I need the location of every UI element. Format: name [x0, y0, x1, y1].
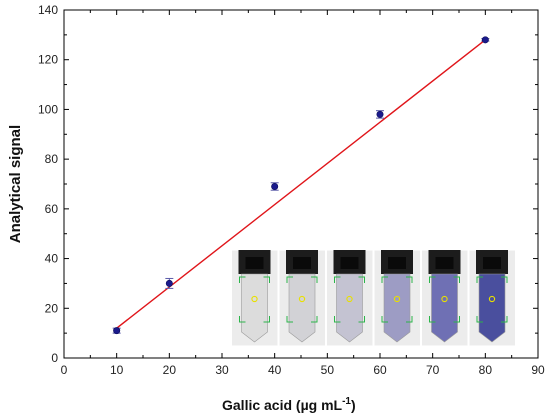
roi-corner — [311, 276, 318, 283]
roi-corner — [381, 276, 388, 283]
data-point — [270, 182, 279, 191]
tube-cap-inner — [340, 257, 359, 269]
roi-corner — [286, 276, 293, 283]
tube-body — [383, 273, 411, 343]
roi-corner — [263, 316, 270, 323]
data-point — [112, 327, 121, 335]
x-tick-label: 70 — [426, 363, 440, 377]
x-axis: 0 10 20 30 40 50 60 70 80 90 — [61, 10, 545, 377]
point-marker — [271, 182, 279, 190]
tube-panel — [468, 249, 516, 347]
roi-corner — [501, 316, 508, 323]
roi-circle — [346, 295, 353, 303]
data-series — [112, 36, 490, 335]
tube-cap-inner — [388, 257, 406, 269]
roi-corner — [406, 316, 413, 323]
roi-corner — [358, 276, 365, 283]
y-tick-label: 40 — [45, 252, 59, 266]
tube-cap-inner — [435, 257, 454, 269]
roi-corner — [286, 316, 293, 323]
roi-corner — [429, 276, 436, 283]
tube-panel — [373, 249, 421, 347]
tube-panel — [278, 249, 326, 347]
roi-corner — [406, 276, 413, 283]
x-tick-label: 90 — [531, 363, 545, 377]
x-tick-label: 30 — [215, 363, 229, 377]
tube-panel — [421, 249, 469, 347]
point-marker — [165, 279, 173, 287]
y-tick-label: 60 — [45, 202, 59, 216]
x-axis-title-main: Gallic acid (µg mL — [222, 397, 343, 413]
roi-corner — [239, 276, 246, 283]
tube-body — [241, 273, 268, 343]
y-tick-label: 100 — [38, 102, 58, 116]
roi-corner — [358, 316, 365, 323]
y-tick-label: 140 — [38, 3, 58, 17]
inset-photo-tubes — [231, 249, 516, 347]
x-tick-label: 10 — [110, 363, 124, 377]
tube-body — [288, 273, 316, 343]
x-tick-label: 80 — [479, 363, 493, 377]
roi-circle — [298, 295, 306, 303]
data-point — [376, 110, 384, 119]
x-axis-title-close: ) — [351, 397, 356, 413]
roi-corner — [501, 276, 508, 283]
roi-circle — [393, 295, 401, 303]
roi-corner — [476, 276, 483, 283]
y-tick-label: 0 — [51, 351, 58, 365]
y-axis: 0 20 40 60 80 100 120 140 — [38, 3, 538, 365]
roi-corner — [453, 276, 460, 283]
roi-corner — [263, 276, 270, 283]
tube-body — [431, 273, 458, 343]
roi-corner — [429, 316, 436, 323]
roi-corner — [476, 316, 483, 323]
roi-corner — [381, 316, 388, 323]
roi-corner — [239, 316, 246, 323]
point-marker — [376, 110, 384, 118]
x-axis-title: Gallic acid (µg mL-1) — [222, 396, 356, 413]
roi-circle — [441, 295, 448, 303]
roi-corner — [311, 316, 318, 323]
tube-cap-inner — [245, 257, 264, 269]
y-tick-label: 120 — [38, 53, 58, 67]
x-tick-label: 50 — [321, 363, 335, 377]
roi-corner — [334, 276, 341, 283]
data-point — [481, 36, 490, 44]
tube-cap-inner — [293, 257, 311, 269]
y-axis-title: Analytical signal — [7, 125, 24, 243]
tube-panel — [326, 249, 374, 347]
point-marker — [481, 36, 489, 44]
roi-circle — [488, 295, 496, 303]
x-tick-label: 40 — [268, 363, 282, 377]
roi-circle — [251, 295, 258, 303]
fit-line — [116, 39, 486, 329]
roi-corner — [453, 316, 460, 323]
roi-corner — [334, 316, 341, 323]
tube-cap-inner — [483, 257, 501, 269]
point-marker — [113, 327, 121, 335]
x-axis-title-superscript: -1 — [342, 396, 351, 407]
data-point — [165, 277, 174, 289]
tube-body — [478, 273, 506, 343]
y-tick-label: 20 — [45, 301, 59, 315]
x-tick-label: 0 — [61, 363, 68, 377]
tube-panel — [231, 249, 279, 347]
x-tick-label: 60 — [373, 363, 387, 377]
x-tick-label: 20 — [163, 363, 177, 377]
tube-body — [336, 273, 363, 343]
y-tick-label: 80 — [45, 152, 59, 166]
